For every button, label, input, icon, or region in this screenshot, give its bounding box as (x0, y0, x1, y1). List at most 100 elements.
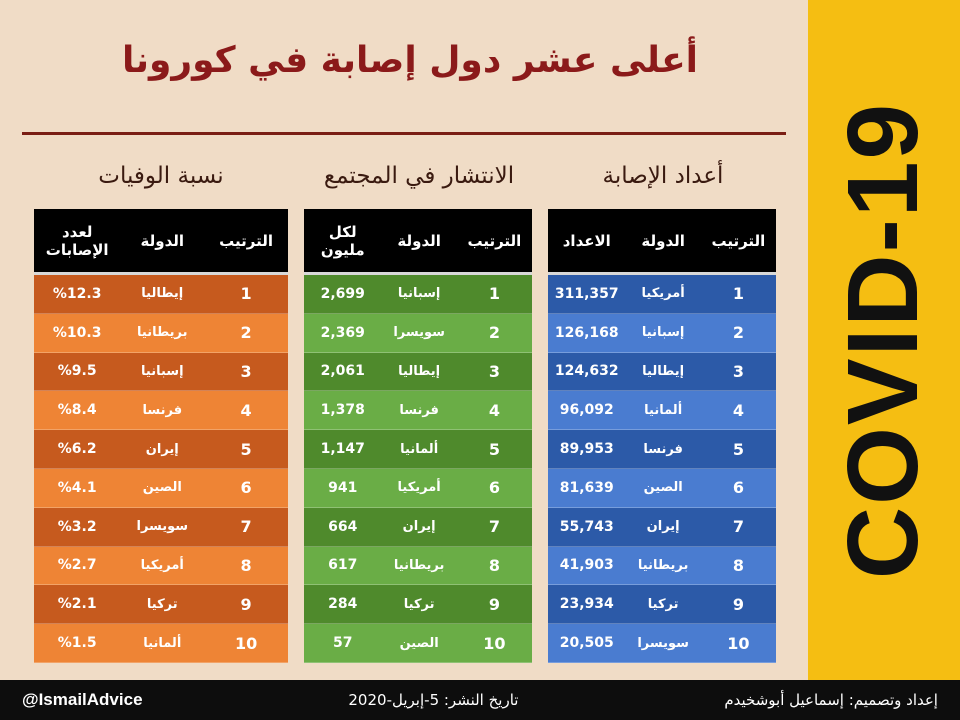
cases-value-cell: 126,168 (554, 324, 619, 341)
deaths-table: الترتيب الدولة لعدد الإصابات 1 إيطاليا %12… (34, 209, 288, 663)
spread-rank-cell: 3 (488, 361, 500, 381)
cases-table-header: الترتيب الدولة الاعداد (548, 209, 776, 275)
cases-rank-cell: 9 (732, 594, 744, 614)
spread-value-cell: 57 (333, 635, 353, 652)
spread-rank-cell: 5 (488, 439, 500, 459)
covid-label: COVID-19 (827, 101, 940, 579)
spread-country-cell: فرنسا (399, 402, 439, 418)
cases-rank-cell: 4 (732, 400, 744, 420)
deaths-row: 7 سويسرا %3.2 (34, 507, 288, 547)
deaths-value-cell: %10.3 (52, 324, 102, 341)
cases-value-cell: 81,639 (559, 479, 614, 496)
cases-header-rank: الترتيب (711, 231, 766, 250)
spread-header-value: لكل مليون (304, 223, 382, 259)
spread-row: 9 تركيا 284 (304, 585, 532, 625)
spread-value-cell: 2,369 (320, 324, 365, 341)
deaths-rank-cell: 5 (240, 439, 252, 459)
spread-row: 7 إيران 664 (304, 507, 532, 547)
spread-rank-cell: 4 (488, 400, 500, 420)
cases-row: 4 ألمانيا 96,092 (548, 391, 776, 431)
deaths-country-cell: سويسرا (136, 519, 189, 535)
cases-row: 7 إيران 55,743 (548, 507, 776, 547)
spread-country-cell: بريطانيا (393, 557, 445, 573)
cases-value-cell: 41,903 (559, 557, 614, 574)
title-divider (22, 132, 786, 135)
cases-rank-cell: 10 (727, 633, 750, 653)
spread-row: 1 إسبانيا 2,699 (304, 275, 532, 314)
spread-section-title: الانتشار في المجتمع (323, 163, 515, 189)
cases-value-cell: 20,505 (559, 635, 614, 652)
deaths-row: 2 بريطانيا %10.3 (34, 313, 288, 353)
spread-row: 2 سويسرا 2,369 (304, 313, 532, 353)
deaths-rank-cell: 3 (240, 361, 252, 381)
deaths-rank-cell: 9 (240, 594, 252, 614)
spread-header-rank: الترتيب (467, 231, 522, 250)
deaths-row: 3 إسبانيا %9.5 (34, 352, 288, 392)
spread-rank-cell: 8 (488, 555, 500, 575)
cases-row: 5 فرنسا 89,953 (548, 430, 776, 469)
cases-rank-cell: 7 (732, 517, 744, 537)
cases-country-cell: إسبانيا (641, 325, 685, 341)
spread-rank-cell: 1 (488, 284, 500, 304)
deaths-row: 6 الصين %4.1 (34, 468, 288, 508)
spread-rank-cell: 6 (488, 478, 500, 498)
spread-country-cell: أمريكيا (397, 480, 441, 496)
deaths-rank-cell: 8 (240, 555, 252, 575)
deaths-row: 10 ألمانيا %1.5 (34, 624, 288, 663)
cases-row: 8 بريطانيا 41,903 (548, 546, 776, 586)
deaths-country-cell: أمريكيا (140, 557, 184, 573)
cases-rank-cell: 6 (732, 478, 744, 498)
cases-rank-cell: 2 (732, 323, 744, 343)
cases-country-cell: إيطاليا (642, 363, 685, 379)
cases-value-cell: 89,953 (559, 441, 614, 458)
cases-country-cell: الصين (643, 480, 683, 496)
deaths-country-cell: إيران (145, 441, 179, 457)
spread-country-cell: ألمانيا (400, 441, 439, 457)
deaths-country-cell: فرنسا (142, 402, 183, 418)
deaths-rank-cell: 1 (240, 284, 252, 304)
cases-value-cell: 23,934 (559, 596, 614, 613)
spread-row: 3 إيطاليا 2,061 (304, 352, 532, 392)
deaths-value-cell: %9.5 (57, 363, 97, 380)
deaths-country-cell: إسبانيا (141, 363, 184, 379)
spread-row: 10 الصين 57 (304, 624, 532, 663)
deaths-table-header: الترتيب الدولة لعدد الإصابات (34, 209, 288, 275)
spread-country-cell: إيطاليا (398, 363, 441, 379)
cases-row: 6 الصين 81,639 (548, 468, 776, 508)
cases-value-cell: 311,357 (554, 285, 619, 302)
deaths-value-cell: %12.3 (52, 285, 102, 302)
cases-section-title: أعداد الإصابة (602, 163, 724, 189)
deaths-header-value-line1: لعدد (61, 222, 93, 241)
cases-rank-cell: 3 (732, 361, 744, 381)
cases-table: الترتيب الدولة الاعداد 1 أمريكيا 311,357 2 إ… (548, 209, 776, 663)
cases-country-cell: بريطانيا (637, 557, 689, 573)
cases-value-cell: 96,092 (559, 402, 614, 419)
spread-rank-cell: 9 (488, 594, 500, 614)
spread-table-header: الترتيب الدولة لكل مليون (304, 209, 532, 275)
spread-value-cell: 1,147 (320, 441, 365, 458)
spread-value-cell: 617 (328, 557, 358, 574)
cases-rank-cell: 1 (732, 284, 744, 304)
spread-country-cell: إسبانيا (397, 286, 441, 302)
spread-rank-cell: 10 (483, 633, 506, 653)
deaths-rank-cell: 10 (234, 633, 258, 653)
spread-row: 6 أمريكيا 941 (304, 468, 532, 508)
deaths-rank-cell: 6 (240, 478, 252, 498)
spread-row: 5 ألمانيا 1,147 (304, 430, 532, 469)
cases-country-cell: إيران (646, 519, 680, 535)
spread-row: 4 فرنسا 1,378 (304, 391, 532, 431)
spread-header-value-line1: لكل (328, 222, 357, 241)
footer-bar: @IsmailAdvice تاريخ النشر: 5-إبريل-2020 … (0, 680, 960, 720)
deaths-rank-cell: 2 (240, 323, 252, 343)
deaths-header-rank: الترتيب (219, 231, 274, 250)
footer-credit: إعداد وتصميم: إسماعيل أبوشخيدم (724, 691, 938, 709)
deaths-value-cell: %3.2 (57, 518, 97, 535)
spread-table: الترتيب الدولة لكل مليون 1 إسبانيا 2,699 2 س… (304, 209, 532, 663)
deaths-header-value-line2: الإصابات (45, 240, 109, 259)
spread-row: 8 بريطانيا 617 (304, 546, 532, 586)
spread-country-cell: الصين (399, 635, 439, 651)
page-title: أعلى عشر دول إصابة في كورونا (121, 40, 699, 81)
spread-value-cell: 1,378 (320, 402, 365, 419)
cases-header-value: الاعداد (562, 231, 611, 250)
deaths-rank-cell: 4 (240, 400, 252, 420)
